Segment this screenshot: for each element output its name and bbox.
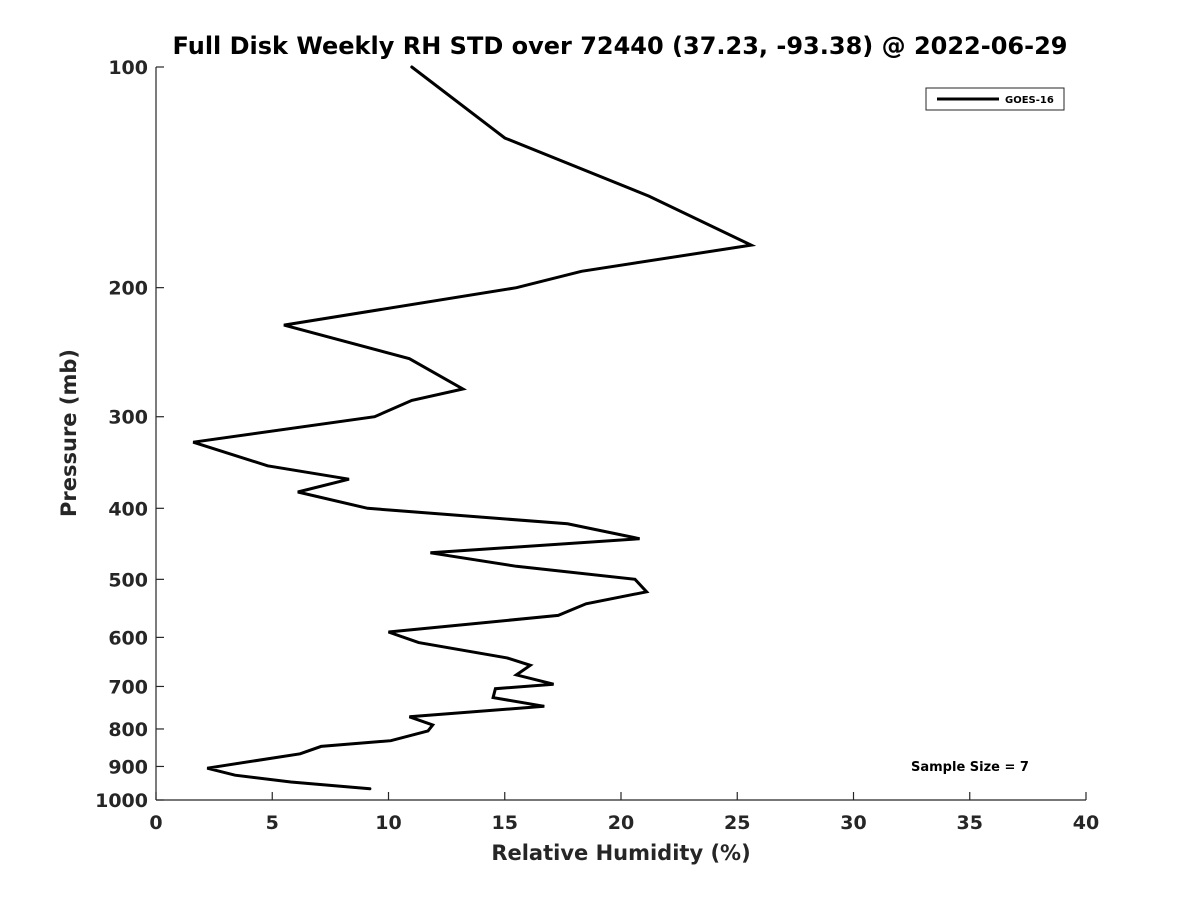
legend-entry-goes-16: GOES-16 [1005, 95, 1054, 106]
y-tick-label: 900 [108, 756, 148, 778]
x-axis-ticks: 0 5 10 15 20 25 30 35 40 [149, 792, 1099, 834]
legend: GOES-16 [925, 87, 1065, 111]
y-tick-label: 500 [108, 569, 148, 591]
y-tick-label: 100 [108, 57, 148, 79]
plot-frame [155, 67, 1086, 801]
series-layer [192, 65, 757, 791]
y-tick-label: 1000 [95, 790, 148, 812]
x-tick-label: 25 [724, 812, 750, 834]
x-tick-label: 10 [375, 812, 401, 834]
y-tick-label: 200 [108, 278, 148, 300]
y-tick-label: 300 [108, 407, 148, 429]
x-tick-label: 20 [608, 812, 634, 834]
y-tick-label: 700 [108, 676, 148, 698]
sample-size-annotation: Sample Size = 7 [911, 760, 1029, 775]
x-tick-label: 15 [492, 812, 518, 834]
x-tick-label: 35 [957, 812, 983, 834]
chart-title: Full Disk Weekly RH STD over 72440 (37.2… [173, 32, 1068, 60]
x-tick-label: 5 [266, 812, 279, 834]
x-axis-label: Relative Humidity (%) [491, 841, 750, 865]
x-tick-label: 40 [1073, 812, 1099, 834]
y-tick-label: 800 [108, 719, 148, 741]
y-tick-label: 400 [108, 498, 148, 520]
y-axis-label: Pressure (mb) [57, 349, 81, 517]
y-tick-label: 600 [108, 627, 148, 649]
x-tick-label: 0 [149, 812, 162, 834]
x-tick-label: 30 [840, 812, 866, 834]
series-line-goes-16 [192, 65, 757, 791]
y-axis-ticks: 100 200 300 400 500 600 700 800 900 1000 [95, 57, 164, 812]
